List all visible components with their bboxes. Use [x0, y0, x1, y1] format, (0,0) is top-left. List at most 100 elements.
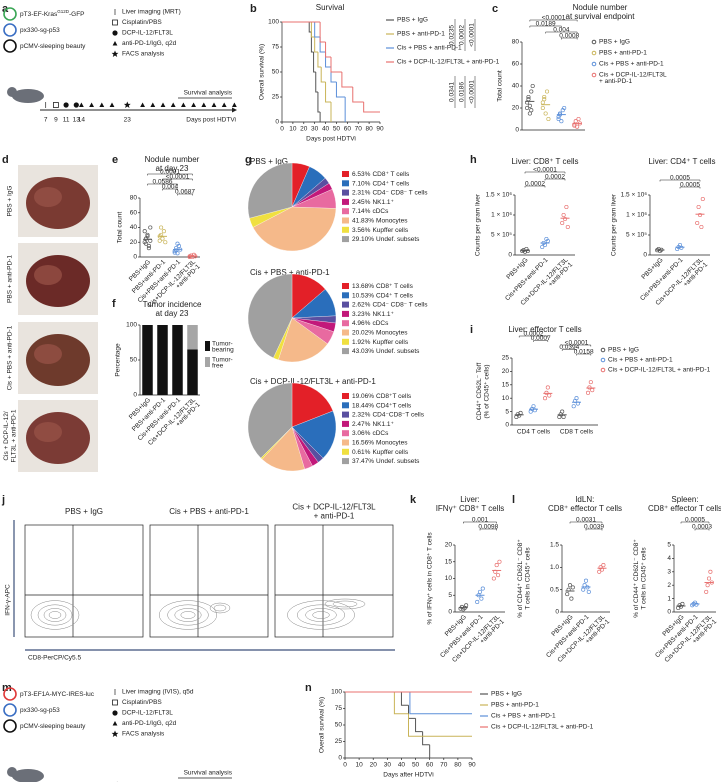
category-label: CD4⁺ T cells — [372, 180, 410, 187]
data-point — [540, 105, 545, 111]
p-value: 0.0002 — [524, 331, 544, 338]
data-point — [679, 245, 684, 250]
x-tick-label: 70 — [355, 126, 363, 133]
p-bracket — [177, 193, 193, 196]
data-point — [581, 587, 586, 592]
legend-swatch — [342, 402, 349, 409]
y-tick-label: 0 — [555, 609, 559, 616]
construct-text: pT3-EF-Kras — [20, 11, 58, 18]
legend-swatch — [342, 283, 349, 289]
legend-label: 3.06% cDCs — [352, 430, 389, 437]
construct-label: px330-sg-p53 — [20, 707, 60, 714]
chart-title: PBS + IgG — [250, 157, 288, 166]
y-axis-label: % of CD44⁺ CD62L⁻ CD8⁺ — [517, 539, 524, 618]
legend-label: PBS + IgG — [491, 691, 522, 698]
y-axis-label: Total count — [497, 70, 504, 102]
marker — [112, 19, 118, 26]
survival-step — [352, 87, 364, 103]
p-value: <0.0001 — [469, 80, 476, 104]
y-tick-label: 40 — [130, 224, 138, 231]
legend-label: free — [212, 363, 224, 370]
endpoint-label: Survival analysis — [184, 90, 233, 97]
legend-swatch — [342, 310, 349, 317]
data-point — [561, 414, 566, 420]
data-point — [497, 559, 502, 564]
p-bracket — [518, 335, 549, 338]
y-tick-label: 40 — [512, 83, 520, 90]
data-point — [544, 390, 549, 395]
legend-swatch — [342, 393, 349, 399]
flow-title: + anti-PD-1 — [314, 512, 355, 521]
data-point — [479, 596, 484, 601]
contour — [180, 611, 196, 619]
y-tick-label: 50 — [335, 722, 343, 729]
p-value: 0.0031 — [576, 517, 596, 524]
data-point — [187, 254, 192, 260]
y-tick-label: 10 — [502, 395, 510, 402]
legend-label: Cis + PBS + anti-PD-1 — [599, 61, 664, 68]
legend-swatch — [342, 189, 349, 196]
legend-label: PBS + IgG — [608, 347, 639, 354]
data-point — [583, 578, 589, 583]
p-value: <0.0001 — [565, 340, 589, 347]
x-tick-label: 20 — [370, 762, 378, 769]
p-bracket — [479, 528, 497, 531]
data-point — [542, 97, 547, 102]
data-point — [540, 100, 545, 105]
data-point — [525, 105, 530, 111]
panel-label: h — [470, 154, 477, 166]
data-point — [588, 380, 593, 385]
contour — [43, 608, 67, 622]
legend-label: PBS + anti-PD-1 — [491, 702, 539, 709]
legend-label: PBS + IgG — [397, 17, 428, 24]
category-label: NK1.1⁺ — [372, 421, 394, 428]
legend-label: 29.10% Undef. subsets — [352, 236, 420, 243]
contour — [30, 600, 80, 630]
chart-title: Tumor incidence — [143, 300, 202, 309]
timeline-label: 14 — [78, 117, 86, 124]
construct-icon — [3, 23, 17, 37]
data-point — [597, 569, 602, 574]
p-bracket — [147, 183, 178, 186]
legend-swatch — [342, 320, 349, 327]
chart-title: CD8⁺ effector T cells — [648, 504, 721, 513]
construct-icon — [3, 7, 17, 21]
y-axis-label: Total count — [117, 212, 124, 244]
p-value: 0.0002 — [545, 174, 565, 181]
contour — [312, 611, 330, 619]
y-tick-label: 25 — [502, 355, 510, 362]
data-point — [697, 212, 703, 218]
legend-label: 19.06% CD8⁺T cells — [352, 393, 412, 400]
survival-step — [319, 22, 326, 43]
value-label: 2.62% — [352, 301, 371, 308]
marker — [63, 102, 69, 108]
x-axis-label: Days post HDTVi — [306, 136, 356, 143]
legend-label: Cis + PBS + anti-PD-1 — [491, 713, 556, 720]
y-tick-label: 100 — [126, 322, 137, 329]
legend-swatch — [342, 236, 349, 243]
category-label: Kupffer cells — [372, 339, 408, 346]
legend-label: 41.83% Monocytes — [352, 217, 408, 224]
p-bracket — [561, 37, 578, 40]
timeline-arrow — [232, 107, 237, 113]
y-tick-label: 20 — [502, 368, 510, 375]
data-point — [540, 244, 545, 250]
marker — [112, 710, 118, 716]
data-point — [146, 243, 151, 248]
value-label: 37.47% — [352, 458, 374, 465]
legend-swatch — [342, 458, 349, 465]
p-value: <0.0001 — [469, 23, 476, 47]
legend-swatch — [342, 226, 349, 233]
value-label: 7.14% — [352, 208, 371, 215]
value-label: 4.96% — [352, 320, 371, 327]
data-point — [157, 238, 162, 243]
legend-label: 2.45% NK1.1⁺ — [352, 199, 395, 206]
legend-label: 6.53% CD8⁺ T cells — [352, 171, 410, 178]
survival-step — [330, 67, 337, 83]
legend-label: Tumor- — [212, 341, 233, 348]
legend-label: DCP-IL-12/FLT3L — [122, 710, 173, 717]
data-point — [142, 229, 147, 234]
data-point — [570, 585, 575, 590]
data-point — [475, 599, 480, 605]
p-value: 0.001 — [472, 517, 489, 524]
